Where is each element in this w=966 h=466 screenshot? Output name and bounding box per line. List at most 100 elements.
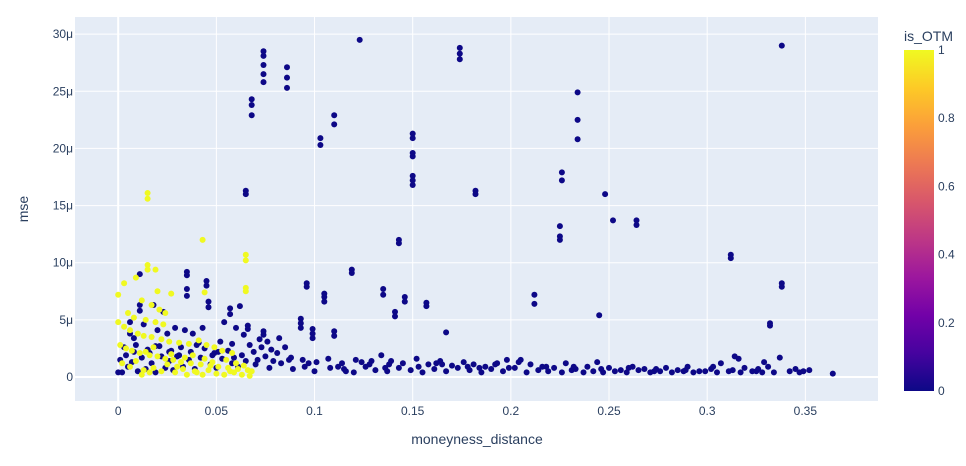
data-point: [313, 359, 320, 366]
data-point: [407, 367, 414, 374]
data-point: [535, 367, 542, 374]
data-point: [127, 363, 133, 370]
data-point: [138, 371, 145, 378]
data-point: [125, 310, 131, 316]
data-point: [148, 334, 155, 340]
data-point: [282, 344, 289, 351]
data-point: [596, 312, 603, 319]
data-point: [132, 342, 139, 348]
data-point: [168, 351, 175, 358]
data-point: [737, 369, 744, 376]
data-point: [201, 289, 208, 296]
data-point: [140, 367, 147, 374]
data-point: [256, 336, 263, 343]
data-point: [464, 363, 471, 370]
data-point: [409, 177, 416, 184]
data-point: [183, 292, 190, 299]
data-point: [309, 330, 316, 337]
data-point: [178, 359, 184, 366]
data-point: [229, 350, 236, 356]
data-point: [551, 364, 558, 371]
data-point: [372, 367, 379, 374]
data-point: [311, 368, 318, 375]
data-point: [454, 364, 461, 371]
data-point: [217, 338, 224, 345]
data-point: [223, 356, 230, 363]
data-point: [299, 356, 306, 363]
colorbar-tick-label: 0.6: [938, 179, 955, 193]
data-point: [233, 324, 239, 331]
data-point: [431, 366, 438, 372]
data-point: [215, 363, 222, 370]
y-tick-label: 5μ: [59, 313, 73, 327]
data-point: [203, 282, 210, 289]
data-point: [242, 288, 249, 295]
data-point: [199, 324, 206, 331]
data-point: [610, 217, 616, 224]
x-tick-label: 0: [115, 404, 122, 418]
data-point: [303, 283, 310, 290]
data-point: [248, 368, 255, 375]
data-point: [342, 368, 349, 375]
data-point: [770, 369, 777, 376]
data-point: [260, 71, 267, 78]
data-point: [262, 353, 269, 360]
data-point: [800, 368, 807, 375]
data-point: [331, 328, 338, 335]
data-point: [227, 368, 234, 375]
colorbar-tick-labels: 0 0.2 0.4 0.6 0.8 1: [938, 43, 955, 398]
data-point: [154, 353, 161, 360]
data-point: [309, 335, 316, 342]
colorbar-tick-label: 1: [938, 43, 945, 57]
data-point: [439, 361, 446, 368]
data-point: [460, 359, 467, 366]
data-point: [142, 316, 149, 323]
data-point: [401, 294, 408, 300]
data-point: [154, 327, 161, 334]
data-point: [148, 302, 155, 308]
data-point: [735, 355, 742, 362]
data-point: [382, 364, 389, 371]
data-point: [409, 153, 416, 160]
data-point: [136, 271, 143, 278]
data-point: [238, 352, 245, 359]
data-point: [284, 64, 290, 71]
data-point: [574, 116, 581, 123]
plot-background: [75, 17, 878, 401]
data-point: [558, 369, 565, 376]
data-point: [625, 364, 632, 371]
data-point: [492, 361, 499, 368]
colorbar-title: is_OTM: [904, 28, 953, 44]
data-point: [633, 217, 640, 224]
data-point: [127, 319, 133, 326]
data-point: [562, 360, 569, 367]
data-point: [476, 364, 483, 371]
data-point: [227, 305, 234, 312]
data-point: [144, 262, 151, 268]
data-point: [246, 372, 253, 379]
x-axis-title: moneyness_distance: [411, 431, 543, 447]
data-point: [164, 330, 171, 337]
data-point: [321, 298, 328, 305]
data-point: [714, 369, 720, 376]
data-point: [276, 335, 283, 342]
data-point: [152, 266, 159, 273]
data-point: [160, 321, 167, 328]
data-point: [166, 338, 173, 345]
data-point: [205, 304, 212, 311]
data-point: [132, 358, 139, 364]
data-point: [258, 344, 265, 351]
data-point: [505, 364, 512, 371]
data-point: [119, 360, 126, 367]
grid-lines: [75, 17, 878, 401]
data-point: [829, 370, 836, 377]
data-point: [180, 366, 186, 372]
data-point: [297, 324, 304, 331]
data-point: [123, 345, 129, 352]
data-point: [278, 360, 285, 367]
data-point: [478, 369, 485, 376]
data-point: [531, 291, 538, 298]
data-point: [183, 286, 190, 292]
data-point: [144, 266, 151, 273]
